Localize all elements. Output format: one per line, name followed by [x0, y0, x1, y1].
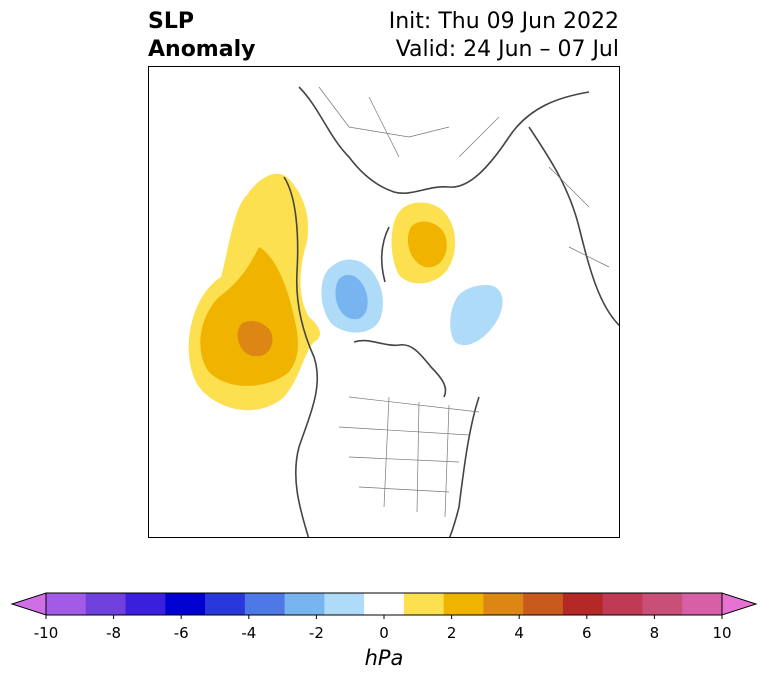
anomaly-greenland-sea — [450, 285, 503, 346]
init-date: Init: Thu 09 Jun 2022 — [388, 9, 619, 34]
colorbar-segment — [205, 593, 246, 615]
colorbar-tick-label: -2 — [308, 624, 324, 642]
title-line-2: Anomaly — [148, 37, 256, 62]
colorbar-extend-high — [721, 592, 758, 616]
colorbar-segment — [682, 593, 723, 615]
colorbar-tick-label: -8 — [106, 624, 122, 642]
colorbar-segment — [523, 593, 564, 615]
colorbar-segment — [602, 593, 643, 615]
colorbar-tick-label: 0 — [379, 624, 389, 642]
colorbar-segment — [284, 593, 325, 615]
borders — [318, 86, 610, 518]
colorbar — [10, 590, 758, 624]
colorbar-segment — [125, 593, 166, 615]
colorbar-tick-label: 2 — [446, 624, 457, 642]
colorbar-extend-low — [10, 592, 47, 616]
colorbar-tick-label: -10 — [33, 624, 59, 642]
colorbar-graphic — [10, 592, 758, 619]
map-title: SLP Anomaly — [148, 8, 255, 64]
colorbar-tick-label: 10 — [712, 624, 732, 642]
colorbar-segment — [403, 593, 445, 615]
title-line-1: SLP — [148, 9, 194, 34]
anomaly-north-pacific — [188, 173, 321, 411]
coastlines — [283, 86, 619, 537]
colorbar-segment — [642, 593, 683, 615]
colorbar-segment — [244, 593, 286, 615]
forecast-dates: Init: Thu 09 Jun 2022 Valid: 24 Jun – 07… — [389, 8, 619, 64]
colorbar-tick-label: 8 — [649, 624, 660, 642]
colorbar-segment — [46, 593, 87, 615]
colorbar-tick-label: 6 — [582, 624, 592, 642]
colorbar-tick-label: -6 — [173, 624, 189, 642]
polar-map — [188, 86, 619, 537]
colorbar-segment — [483, 593, 524, 615]
colorbar-unit: hPa — [364, 646, 404, 670]
colorbar-segment — [324, 593, 365, 615]
colorbar-tick-label: -4 — [241, 624, 257, 642]
colorbar-tick-label: 4 — [514, 624, 524, 642]
colorbar-segment — [364, 593, 405, 615]
colorbar-segment — [562, 593, 604, 615]
valid-range: Valid: 24 Jun – 07 Jul — [395, 37, 619, 62]
colorbar-segment — [85, 593, 127, 615]
colorbar-segment — [443, 593, 484, 615]
map-panel — [148, 66, 620, 538]
anomaly-beaufort — [321, 259, 383, 333]
anomaly-barents-kara — [391, 202, 456, 284]
colorbar-segment — [165, 593, 206, 615]
